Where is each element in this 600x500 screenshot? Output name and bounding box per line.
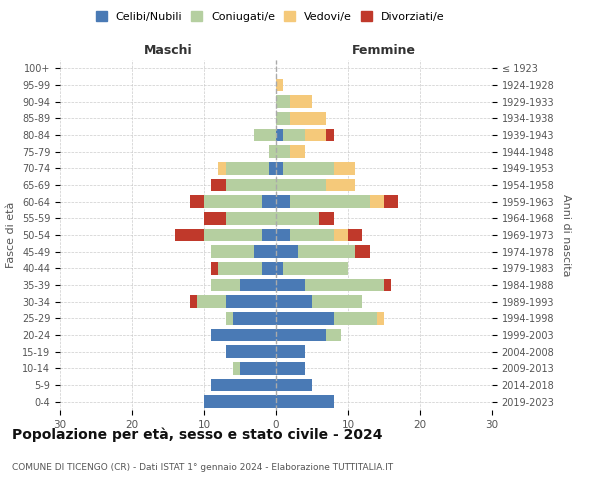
Bar [384,279,391,291]
Bar [355,246,370,258]
Bar [190,296,197,308]
Bar [276,79,283,92]
Bar [326,329,341,341]
Bar [204,212,226,224]
Bar [204,229,262,241]
Text: COMUNE DI TICENGO (CR) - Dati ISTAT 1° gennaio 2024 - Elaborazione TUTTITALIA.IT: COMUNE DI TICENGO (CR) - Dati ISTAT 1° g… [12,462,393,471]
Bar [262,229,276,241]
Bar [290,196,370,208]
Bar [290,112,326,124]
Bar [226,346,276,358]
Bar [276,129,283,141]
Bar [283,129,305,141]
Bar [283,262,348,274]
Bar [269,146,276,158]
Bar [276,396,334,408]
Bar [384,196,398,208]
Bar [204,396,276,408]
Y-axis label: Anni di nascita: Anni di nascita [561,194,571,276]
Text: Maschi: Maschi [143,44,193,57]
Bar [269,162,276,174]
Bar [276,96,290,108]
Bar [305,279,384,291]
Bar [348,229,362,241]
Bar [334,229,348,241]
Bar [276,229,290,241]
Bar [326,129,334,141]
Bar [226,212,276,224]
Bar [276,179,326,192]
Bar [240,362,276,374]
Bar [211,379,276,391]
Bar [276,346,305,358]
Bar [211,246,254,258]
Bar [334,312,377,324]
Bar [276,212,319,224]
Bar [290,146,305,158]
Bar [276,279,305,291]
Bar [276,196,290,208]
Bar [377,312,384,324]
Bar [326,179,355,192]
Bar [226,179,276,192]
Bar [211,262,218,274]
Bar [226,296,276,308]
Bar [218,262,262,274]
Bar [283,162,334,174]
Bar [276,312,334,324]
Text: Femmine: Femmine [352,44,416,57]
Bar [290,96,312,108]
Bar [197,296,226,308]
Bar [211,329,276,341]
Bar [218,162,226,174]
Y-axis label: Fasce di età: Fasce di età [7,202,16,268]
Bar [211,179,226,192]
Bar [334,162,355,174]
Bar [262,196,276,208]
Bar [276,296,312,308]
Legend: Celibi/Nubili, Coniugati/e, Vedovi/e, Divorziati/e: Celibi/Nubili, Coniugati/e, Vedovi/e, Di… [92,8,448,25]
Bar [233,362,240,374]
Bar [276,329,326,341]
Bar [240,279,276,291]
Bar [370,196,384,208]
Bar [226,312,233,324]
Bar [204,196,262,208]
Bar [276,262,283,274]
Bar [276,362,305,374]
Bar [312,296,362,308]
Bar [298,246,355,258]
Bar [211,279,240,291]
Bar [290,229,334,241]
Bar [319,212,334,224]
Bar [226,162,269,174]
Bar [254,246,276,258]
Bar [276,146,290,158]
Bar [262,262,276,274]
Text: Popolazione per età, sesso e stato civile - 2024: Popolazione per età, sesso e stato civil… [12,428,383,442]
Bar [276,246,298,258]
Bar [190,196,204,208]
Bar [276,162,283,174]
Bar [276,112,290,124]
Bar [175,229,204,241]
Bar [233,312,276,324]
Bar [305,129,326,141]
Bar [276,379,312,391]
Bar [254,129,276,141]
